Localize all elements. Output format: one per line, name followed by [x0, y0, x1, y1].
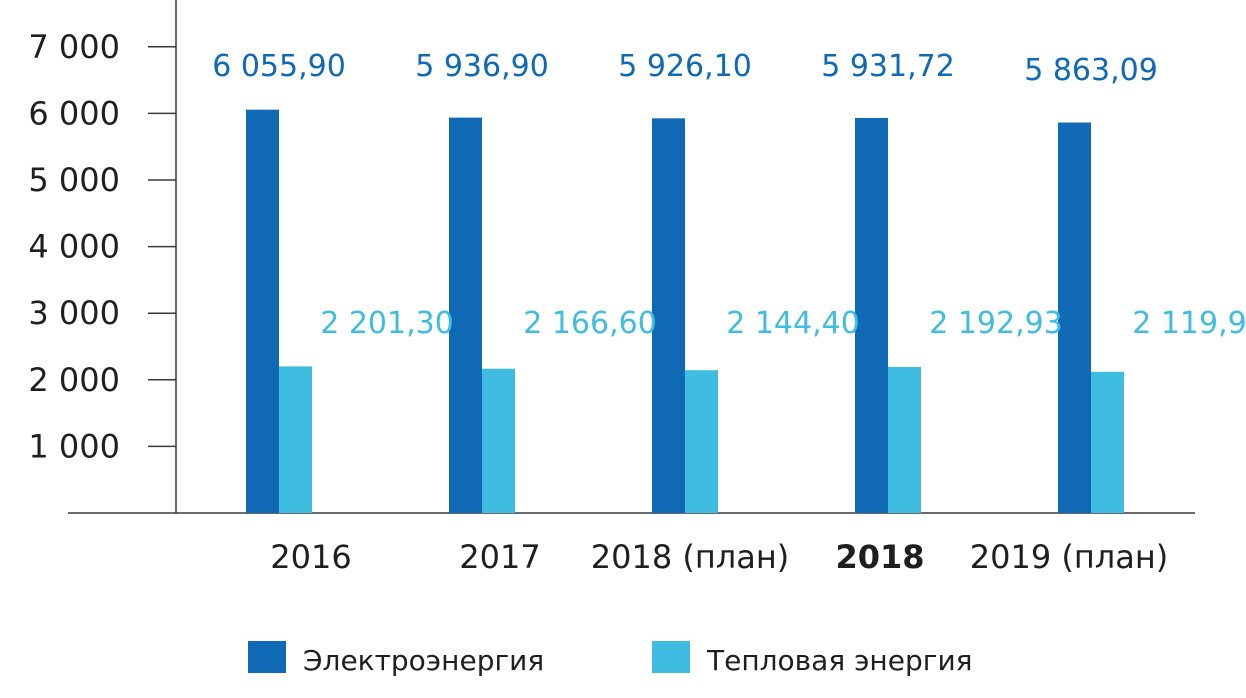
- data-label-electricity-2: 5 926,10: [618, 49, 752, 84]
- data-label-electricity-3: 5 931,72: [821, 49, 955, 84]
- bar-electricity-3: [855, 118, 888, 513]
- x-tick-label: 2016: [270, 538, 351, 576]
- bar-heat-4: [1091, 372, 1124, 513]
- bar-heat-2: [685, 370, 718, 513]
- bar-heat-0: [279, 366, 312, 513]
- y-tick-label: 3 000: [28, 294, 120, 332]
- legend-swatch-heat: [652, 641, 690, 673]
- legend: Электроэнергия Тепловая энергия: [248, 641, 973, 677]
- data-label-electricity-4: 5 863,09: [1024, 53, 1158, 88]
- bar-electricity-1: [449, 118, 482, 513]
- legend-label-heat: Тепловая энергия: [706, 644, 973, 677]
- bar-heat-1: [482, 369, 515, 513]
- data-label-heat-2: 2 144,40: [726, 306, 860, 341]
- bar-electricity-0: [246, 110, 279, 513]
- y-axis-ticks: 1 000 2 000 3 000 4 000 5 000 6 000 7 000: [28, 28, 176, 466]
- y-tick-label: 7 000: [28, 28, 120, 66]
- bar-electricity-4: [1058, 123, 1091, 513]
- data-label-electricity-1: 5 936,90: [415, 49, 549, 84]
- x-tick-label: 2018 (план): [591, 538, 789, 576]
- data-label-heat-1: 2 166,60: [523, 306, 657, 341]
- bar-heat-3: [888, 367, 921, 513]
- x-tick-label: 2018: [835, 538, 924, 576]
- data-label-heat-0: 2 201,30: [320, 306, 454, 341]
- y-tick-label: 1 000: [28, 427, 120, 465]
- data-label-electricity-0: 6 055,90: [212, 49, 346, 84]
- x-axis-labels: 2016 2017 2018 (план) 2018 2019 (план): [270, 538, 1168, 576]
- legend-label-electricity: Электроэнергия: [303, 644, 544, 677]
- y-tick-label: 4 000: [28, 228, 120, 266]
- data-label-heat-4: 2 119,98: [1132, 306, 1246, 341]
- legend-swatch-electricity: [248, 641, 286, 673]
- x-tick-label: 2019 (план): [970, 538, 1168, 576]
- y-tick-label: 5 000: [28, 161, 120, 199]
- x-tick-label: 2017: [459, 538, 540, 576]
- bar-electricity-2: [652, 118, 685, 513]
- y-tick-label: 2 000: [28, 361, 120, 399]
- y-tick-label: 6 000: [28, 94, 120, 132]
- data-label-heat-3: 2 192,93: [929, 306, 1063, 341]
